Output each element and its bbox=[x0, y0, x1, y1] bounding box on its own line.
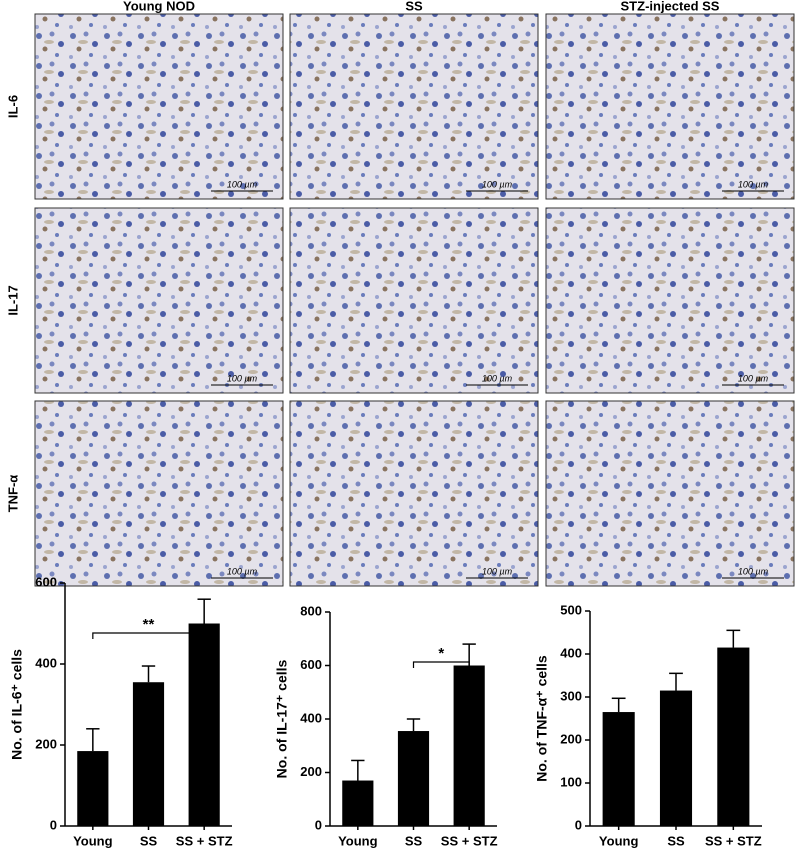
column-header: STZ-injected SS bbox=[621, 0, 720, 13]
bar bbox=[602, 712, 635, 826]
micrograph bbox=[289, 400, 539, 587]
y-tick-label: 200 bbox=[300, 764, 322, 779]
column-header: Young NOD bbox=[123, 0, 195, 13]
y-tick-label: 200 bbox=[35, 736, 57, 751]
x-tick-label: Young bbox=[599, 833, 639, 848]
x-tick-label: SS + STZ bbox=[705, 833, 762, 848]
y-tick-label: 400 bbox=[560, 645, 582, 660]
bar bbox=[77, 751, 109, 826]
scale-bar-label: 100 µm bbox=[227, 566, 258, 576]
bar bbox=[659, 690, 693, 826]
x-tick-label: SS + STZ bbox=[441, 833, 498, 848]
bar bbox=[132, 682, 165, 826]
significance-bracket bbox=[92, 632, 205, 639]
bar bbox=[397, 731, 430, 826]
y-tick-label: 400 bbox=[300, 710, 322, 725]
y-tick-label: 300 bbox=[560, 688, 582, 703]
significance-label: ** bbox=[143, 616, 155, 633]
significance-label: * bbox=[438, 645, 444, 662]
y-axis-label: No. of TNF-α⁺ cells bbox=[534, 655, 550, 782]
row-label: IL-6 bbox=[5, 95, 20, 118]
bar bbox=[453, 665, 485, 826]
bar bbox=[188, 623, 220, 826]
y-axis-label: No. of IL-17⁺ cells bbox=[274, 659, 290, 778]
y-axis-label: No. of IL-6⁺ cells bbox=[9, 649, 25, 760]
micrograph bbox=[34, 207, 284, 394]
y-tick-label: 200 bbox=[560, 731, 582, 746]
y-tick-label: 0 bbox=[575, 817, 582, 832]
y-tick-label: 400 bbox=[35, 655, 57, 670]
bar bbox=[717, 647, 750, 826]
y-tick-label: 600 bbox=[35, 574, 57, 589]
column-header: SS bbox=[405, 0, 423, 13]
y-tick-label: 600 bbox=[300, 657, 322, 672]
scale-bar-label: 100 µm bbox=[227, 179, 258, 189]
x-tick-label: Young bbox=[338, 833, 378, 848]
y-tick-label: 0 bbox=[315, 817, 322, 832]
micrograph bbox=[545, 400, 795, 587]
scale-bar-label: 100 µm bbox=[738, 566, 769, 576]
x-tick-label: SS bbox=[405, 833, 423, 848]
y-tick-label: 100 bbox=[560, 774, 582, 789]
row-label: TNF-α bbox=[5, 475, 20, 513]
micrograph bbox=[34, 400, 284, 587]
x-tick-label: Young bbox=[73, 833, 113, 848]
row-label: IL-17 bbox=[5, 285, 20, 315]
micrograph bbox=[545, 207, 795, 394]
bar bbox=[342, 780, 374, 826]
scale-bar-label: 100 µm bbox=[227, 373, 258, 383]
micrograph bbox=[34, 13, 284, 200]
scale-bar-label: 100 µm bbox=[482, 566, 513, 576]
x-tick-label: SS bbox=[140, 833, 158, 848]
scale-bar-label: 100 µm bbox=[738, 373, 769, 383]
micrograph bbox=[289, 13, 539, 200]
scale-bar-label: 100 µm bbox=[738, 179, 769, 189]
micrograph bbox=[545, 13, 795, 200]
x-tick-label: SS bbox=[667, 833, 685, 848]
scale-bar-label: 100 µm bbox=[482, 373, 513, 383]
y-tick-label: 500 bbox=[560, 602, 582, 617]
y-tick-label: 800 bbox=[300, 603, 322, 618]
micrograph bbox=[289, 207, 539, 394]
scale-bar-label: 100 µm bbox=[482, 179, 513, 189]
significance-bracket bbox=[412, 661, 470, 668]
x-tick-label: SS + STZ bbox=[176, 833, 233, 848]
y-tick-label: 0 bbox=[50, 817, 57, 832]
